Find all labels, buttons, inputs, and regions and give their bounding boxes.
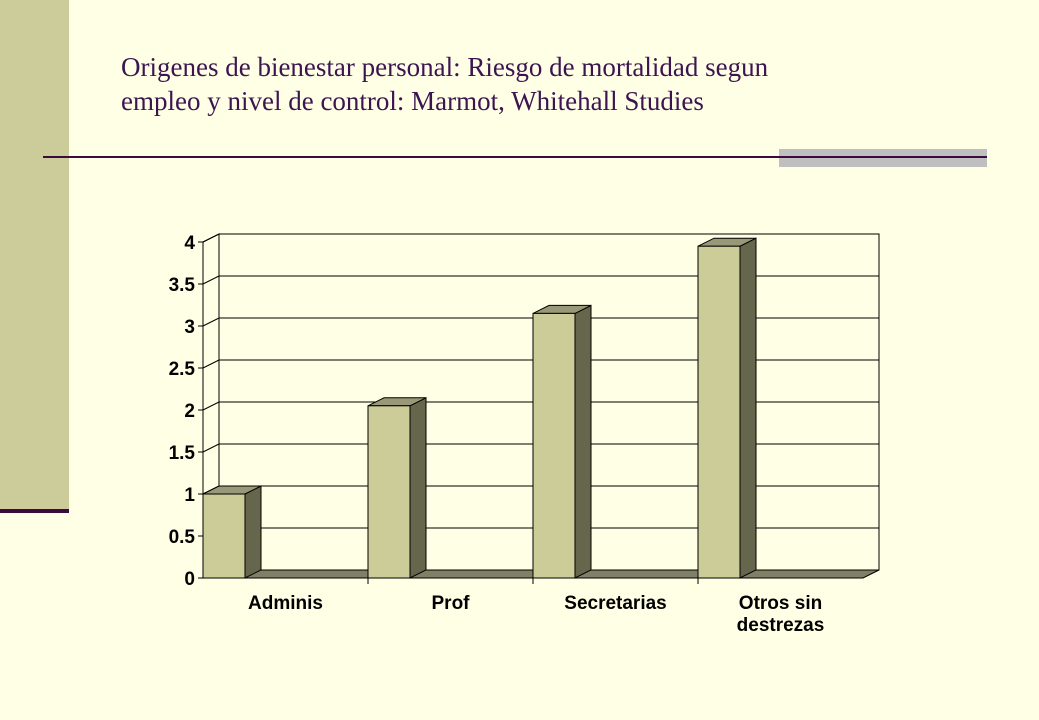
slide-title-line-1: Origenes de bienestar personal: Riesgo d… — [121, 52, 769, 82]
y-tick-label: 2 — [184, 401, 195, 422]
y-tick-label: 4 — [184, 233, 195, 254]
y-tick-label: 0 — [184, 569, 195, 590]
y-tick-label: 1 — [184, 485, 195, 506]
y-tick-label: 2.5 — [169, 359, 196, 380]
bar-side — [574, 304, 592, 579]
y-tick-label: 0.5 — [169, 527, 196, 548]
title-divider-accent — [779, 149, 987, 167]
gridline-side — [202, 443, 220, 453]
slide-title: Origenes de bienestar personal: Riesgo d… — [121, 50, 921, 118]
bar — [532, 312, 576, 579]
title-divider-accent-line — [779, 156, 987, 158]
mortality-bar-chart: 0 0.5 1 1.5 2 2.5 3 3.5 4 Adminis Prof Secretarias O… — [169, 233, 880, 636]
x-category-label: Secretarias — [564, 593, 666, 614]
y-tick-label: 3.5 — [169, 275, 196, 296]
side-decoration-underline — [0, 509, 69, 513]
side-decoration-bar — [0, 0, 69, 511]
gridline-side — [202, 401, 220, 411]
y-tick-label: 1.5 — [169, 443, 196, 464]
gridline-side — [202, 359, 220, 369]
x-category-label: Adminis — [248, 593, 323, 614]
gridline-side — [202, 317, 220, 327]
gridline-side — [202, 275, 220, 285]
bar-side — [739, 237, 757, 579]
bar-side — [244, 485, 262, 579]
bar-side — [409, 396, 427, 579]
title-divider — [43, 156, 987, 158]
x-category-label: Prof — [432, 593, 471, 614]
bar — [202, 493, 246, 579]
x-category-label: destrezas — [737, 615, 825, 636]
bar — [697, 245, 741, 579]
slide-title-line-2: empleo y nivel de control: Marmot, White… — [121, 86, 704, 116]
bar — [367, 405, 411, 579]
x-category-label: Otros sin — [739, 593, 822, 614]
gridline-side — [202, 233, 220, 243]
y-tick-label: 3 — [184, 317, 195, 338]
